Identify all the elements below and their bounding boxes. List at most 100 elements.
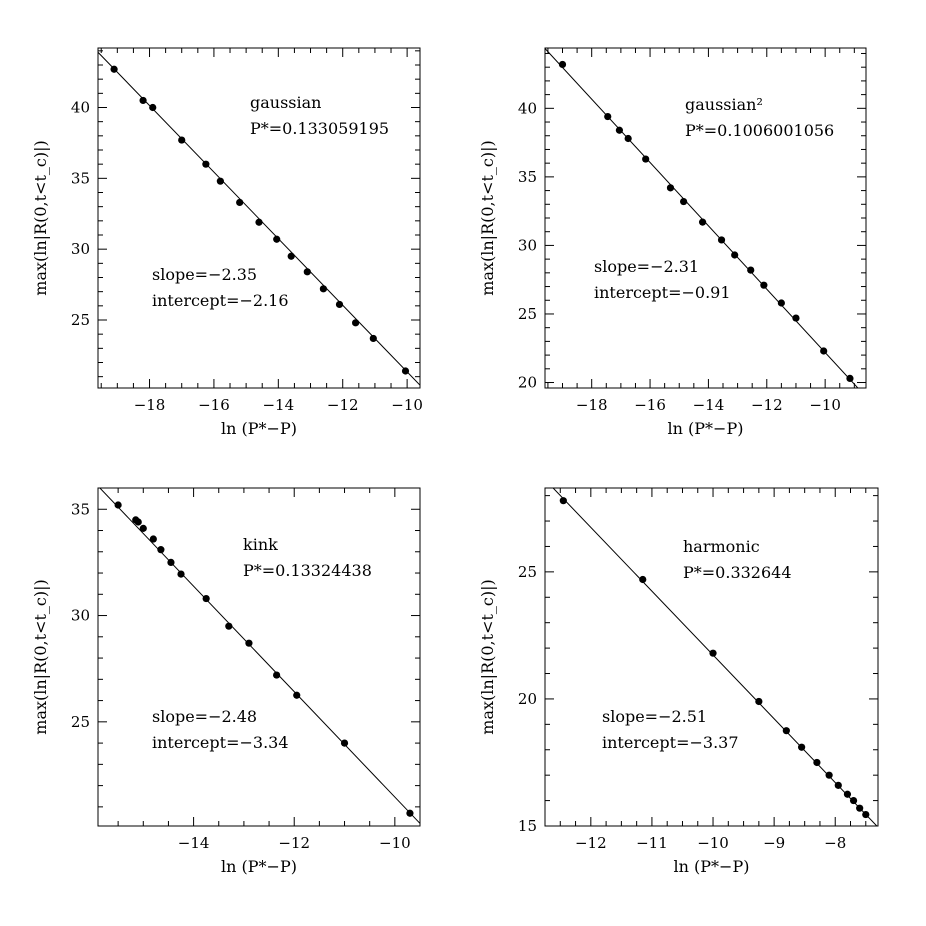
y-tick-label: 15 [518,817,537,835]
x-tick-label: −10 [391,396,423,414]
annotation-pstar: P*=0.332644 [683,563,792,582]
y-tick-label: 25 [518,563,537,581]
data-point [760,281,768,289]
x-tick-label: −10 [697,834,729,852]
x-tick-label: −10 [809,396,841,414]
y-axis-label: max(ln|R(0,t<t_c)|) [478,140,497,295]
data-point [666,184,675,192]
x-axis-label: ln (P*−P) [221,419,297,438]
data-point [825,771,833,779]
plot-frame [97,487,421,827]
y-tick-label: 25 [71,713,90,731]
annotation-slope: slope=−2.31 [594,257,699,276]
x-tick-label: −18 [576,396,608,414]
data-point [862,810,870,819]
data-point [202,594,210,603]
data-point [624,134,632,143]
x-tick-label: −11 [636,834,668,852]
data-point [717,236,726,244]
annotation-slope: slope=−2.51 [602,707,707,726]
annotation-intercept: intercept=−3.34 [152,733,289,752]
data-point [202,160,210,168]
x-tick-label: −14 [178,834,210,852]
data-point [167,558,175,567]
data-point [642,155,650,163]
data-point [846,374,854,383]
y-tick-label: 40 [518,99,537,117]
data-point [157,546,165,554]
y-tick-label: 20 [518,690,537,708]
data-point [114,501,122,509]
data-point [820,347,828,355]
data-point [319,285,327,293]
chart-panel-1: −18 −16 −14 −12 −10 25 30 35 40 gaussian P*=0.1330… [31,47,423,438]
data-point [843,790,852,798]
plot-frame [97,47,421,389]
x-tick-label: −12 [327,396,359,414]
y-tick-label: 30 [71,607,90,625]
data-point [782,727,790,735]
fit-line [99,488,420,825]
y-tick-label: 25 [518,305,537,323]
y-tick-label: 35 [71,169,90,187]
data-point [236,198,244,207]
data-point [639,575,647,584]
annotation-intercept: intercept=−0.91 [594,283,731,302]
data-point [755,697,763,706]
x-axis-label: ln (P*−P) [221,857,297,876]
data-point [406,809,414,817]
data-point [558,60,567,69]
data-point [225,622,233,630]
data-point [149,535,157,543]
chart-panel-3: −14 −12 −10 25 30 35 kink P*=0.13324438 slope=−2… [31,487,421,876]
annotation-slope: slope=−2.35 [152,265,257,284]
data-point [615,126,624,134]
y-tick-label: 40 [71,99,90,117]
data-point [747,266,755,274]
data-point [813,758,821,767]
data-point [777,299,785,307]
annotation-pstar: P*=0.1006001056 [685,121,834,140]
y-axis-label: max(ln|R(0,t<t_c)|) [478,579,497,734]
x-tick-label: −12 [751,396,783,414]
data-point [709,649,717,657]
x-tick-label: −12 [575,834,607,852]
annotation-name: harmonic [683,537,760,556]
fit-line [552,488,878,826]
data-point [849,796,858,805]
data-point [369,334,377,343]
annotation-pstar: P*=0.13324438 [243,561,372,580]
annotation-slope: slope=−2.48 [152,707,257,726]
annotation-intercept: intercept=−2.16 [152,291,289,310]
annotation-name: gaussian² [685,95,763,114]
plot-frame [544,487,879,827]
data-point [680,197,688,206]
x-tick-label: −9 [763,834,785,852]
chart-panel-2: −18 −16 −14 −12 −10 20 25 30 35 40 gaussian² P*=0.1… [478,47,867,438]
x-tick-label: −8 [824,834,846,852]
y-tick-label: 20 [518,374,537,392]
data-point [340,739,349,747]
data-point [604,112,612,121]
data-point [792,314,800,322]
data-point [559,497,567,505]
data-point [856,804,864,812]
x-axis-label: ln (P*−P) [668,419,744,438]
x-tick-label: −14 [262,396,294,414]
y-axis-label: max(ln|R(0,t<t_c)|) [31,140,50,295]
data-point [698,218,707,226]
data-point [834,781,842,789]
chart-panel-4: −12 −11 −10 −9 −8 15 20 25 harmonic P*=0.332644 sl… [478,487,879,876]
annotation-name: kink [243,535,278,554]
data-point [255,218,263,226]
data-point [303,268,311,276]
x-tick-label: −10 [379,834,411,852]
y-tick-label: 30 [71,240,90,258]
x-tick-label: −16 [634,396,666,414]
data-point [293,691,301,699]
y-tick-label: 25 [71,311,90,329]
y-tick-label: 35 [518,168,537,186]
data-point [401,367,410,375]
